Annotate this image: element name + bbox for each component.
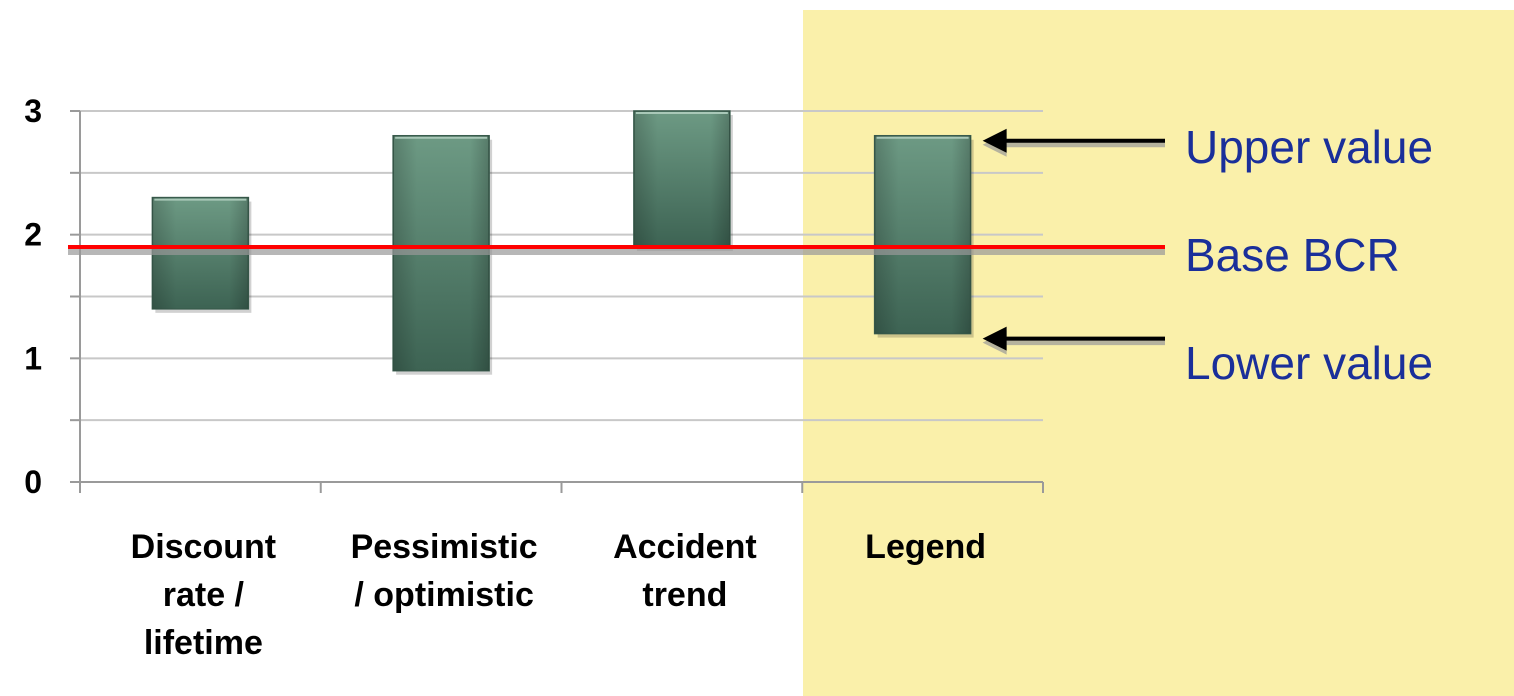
- range-bar: [151, 196, 252, 313]
- y-tick-labels: 0 1 2 3: [24, 93, 42, 500]
- category-label: Pessimistic: [351, 528, 538, 566]
- category-label: lifetime: [144, 624, 263, 662]
- category-label: Accident: [613, 528, 757, 566]
- lower-value-arrow: [982, 326, 1165, 355]
- category-label: rate /: [163, 576, 245, 614]
- range-bar: [392, 134, 493, 375]
- range-bar: [873, 134, 974, 338]
- category-label: Legend: [865, 528, 986, 566]
- legend-upper-label: Upper value: [1185, 121, 1433, 173]
- y-tick-label: 1: [24, 340, 42, 376]
- range-bar: [633, 110, 733, 252]
- category-label: trend: [642, 576, 727, 614]
- axes: [70, 110, 1044, 493]
- legend-lower-label: Lower value: [1185, 337, 1433, 389]
- y-tick-label: 0: [24, 464, 42, 500]
- legend-arrows: [982, 128, 1165, 355]
- category-label: / optimistic: [354, 576, 533, 614]
- legend-panel: [803, 10, 1514, 696]
- upper-value-arrow: [982, 128, 1165, 157]
- category-label: Discount: [131, 528, 276, 566]
- category-labels: Discount rate / lifetime Pessimistic / optim…: [131, 528, 986, 662]
- y-tick-label: 2: [24, 217, 42, 253]
- legend-base-label: Base BCR: [1185, 229, 1400, 281]
- y-tick-label: 3: [24, 93, 42, 129]
- base-bcr-line-group: [68, 245, 1165, 256]
